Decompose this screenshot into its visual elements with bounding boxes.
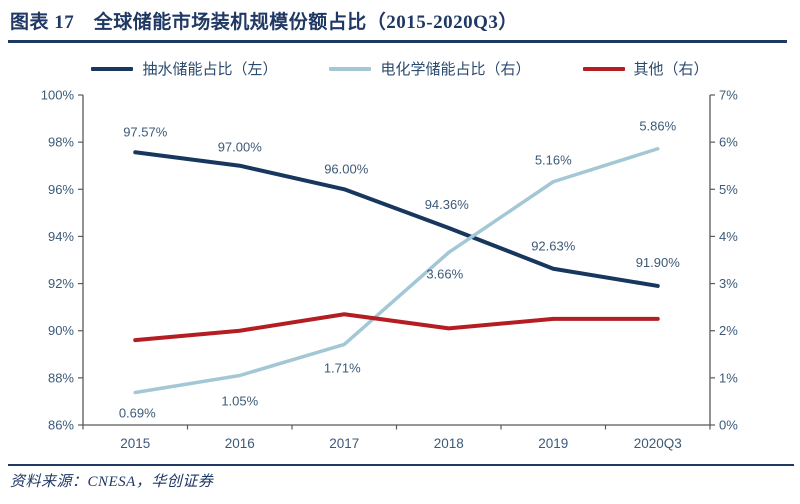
legend-item-pumped-hydro: 抽水储能占比（左） [91, 58, 277, 79]
right-axis-tick-label: 4% [719, 229, 738, 244]
data-label-series-1: 3.66% [426, 266, 463, 281]
data-label-series-0: 92.63% [531, 239, 576, 254]
right-axis-tick-label: 6% [719, 135, 738, 150]
data-label-series-1: 5.16% [535, 153, 572, 168]
right-axis-tick-label: 0% [719, 418, 738, 433]
data-label-series-0: 97.00% [218, 140, 263, 155]
right-axis-tick-label: 1% [719, 370, 738, 385]
data-label-series-1: 0.69% [119, 405, 156, 420]
left-axis-tick-label: 90% [48, 323, 74, 338]
right-axis-tick-label: 2% [719, 323, 738, 338]
left-axis-tick-label: 100% [41, 88, 75, 103]
data-label-series-1: 5.86% [639, 119, 676, 134]
data-label-series-0: 97.57% [123, 124, 168, 139]
left-axis-tick-label: 96% [48, 182, 74, 197]
x-axis-category-label: 2020Q3 [634, 436, 682, 451]
legend-label: 抽水储能占比（左） [142, 61, 278, 78]
line-chart: 100% 98% 96% 94% 92% 90% 88% 86% 7% 6% 5% 4% 3% 2% 1% 0… [41, 88, 738, 452]
left-axis-tick-label: 92% [48, 276, 74, 291]
x-axis-category-label: 2016 [225, 436, 255, 451]
legend-swatch-pumped-hydro [91, 66, 134, 71]
left-axis-tick-label: 98% [48, 135, 74, 150]
series-line-0 [133, 150, 660, 288]
data-label-series-0: 96.00% [324, 161, 369, 176]
data-label-series-0: 94.36% [425, 197, 470, 212]
footer-divider [8, 464, 794, 466]
legend-swatch-other [582, 66, 625, 71]
page-title: 图表 17 全球储能市场装机规模份额占比（2015-2020Q3） [10, 12, 518, 33]
data-label-series-1: 1.05% [221, 394, 258, 409]
source-note: 资料来源：CNESA，华创证券 [10, 474, 214, 490]
x-axis-category-label: 2019 [538, 436, 568, 451]
x-axis-category-label: 2017 [329, 436, 359, 451]
right-axis-tick-label: 5% [719, 182, 738, 197]
left-axis-tick-label: 88% [48, 370, 74, 385]
left-axis-tick-label: 86% [48, 418, 74, 433]
legend-item-other: 其他（右） [582, 58, 709, 79]
x-axis-category-label: 2015 [120, 436, 150, 451]
x-axis-category-label: 2018 [434, 436, 464, 451]
legend-label: 电化学储能占比（右） [380, 61, 531, 78]
data-label-series-0: 91.90% [636, 255, 681, 270]
series-line-2 [133, 312, 660, 343]
chart-legend: 抽水储能占比（左） 电化学储能占比（右） 其他（右） [0, 58, 800, 79]
data-label-series-1: 1.71% [324, 360, 361, 375]
legend-label: 其他（右） [633, 61, 709, 78]
title-divider [8, 40, 787, 43]
right-axis-tick-label: 3% [719, 276, 738, 291]
right-axis-tick-label: 7% [719, 88, 738, 103]
left-axis-tick-label: 94% [48, 229, 74, 244]
legend-item-electrochemical: 电化学储能占比（右） [329, 58, 531, 79]
series-line-1 [133, 146, 660, 395]
legend-swatch-electrochemical [329, 66, 372, 71]
